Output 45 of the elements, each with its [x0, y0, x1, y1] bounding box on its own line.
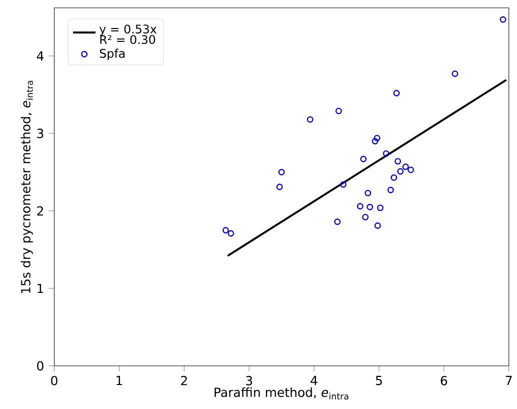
- x-tick-label: 3: [246, 376, 252, 386]
- y-tick-label: 4: [36, 51, 44, 60]
- y-tick-label: 2: [37, 206, 43, 216]
- annotation: R² = 0.30: [100, 34, 156, 44]
- point: [356, 202, 364, 210]
- point: [362, 214, 369, 220]
- point: [382, 150, 390, 157]
- point: [374, 134, 380, 142]
- point: [306, 116, 314, 123]
- y-tick-label: 1: [38, 284, 44, 293]
- point: [228, 230, 234, 236]
- point: [222, 226, 229, 234]
- point: [387, 186, 394, 194]
- x-tick-label: 4: [310, 376, 318, 385]
- point: [276, 184, 283, 190]
- point: [377, 204, 384, 211]
- point: [500, 16, 506, 23]
- point: [374, 222, 381, 229]
- point: [402, 163, 409, 170]
- legend-label: y = 0.53x: [99, 24, 157, 36]
- x-tick-label: 6: [440, 376, 448, 386]
- point: [334, 218, 341, 225]
- y-tick-label: 3: [37, 128, 44, 138]
- point: [335, 108, 342, 114]
- y-tick-label: 0: [37, 361, 44, 370]
- x-axis-title: Paraffin method, e$_{intra}$: [214, 387, 348, 400]
- y-axis-title: 15s dry pycnometer method, e$_{intra}$: [20, 80, 33, 293]
- point: [360, 156, 367, 162]
- point: [397, 168, 404, 174]
- point: [408, 166, 414, 173]
- point: [390, 174, 398, 181]
- point: [340, 181, 346, 188]
- point: [278, 168, 285, 176]
- x-tick-label: 7: [506, 376, 512, 385]
- point: [364, 190, 372, 196]
- x-tick-label: 5: [376, 376, 382, 386]
- point: [393, 90, 400, 96]
- x-tick-label: 1: [116, 376, 122, 385]
- point: [452, 70, 458, 77]
- point: [372, 138, 378, 144]
- point: [394, 158, 402, 164]
- x-tick-label: 0: [51, 376, 58, 386]
- legend-label: Spfa: [100, 48, 125, 60]
- point: [366, 204, 374, 210]
- x-tick-label: 2: [181, 376, 187, 386]
